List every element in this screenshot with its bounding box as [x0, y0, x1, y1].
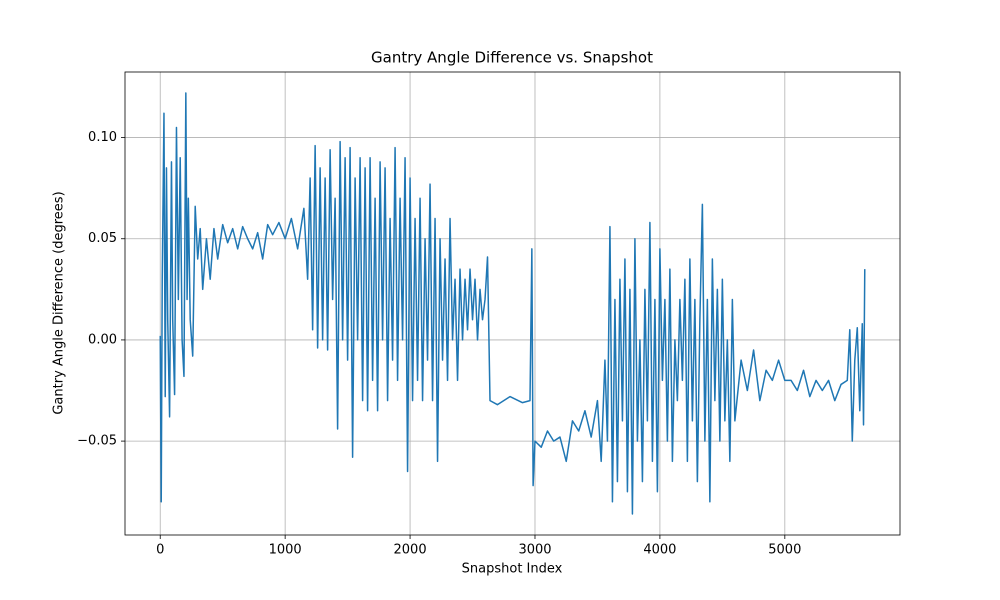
- chart-title: Gantry Angle Difference vs. Snapshot: [371, 49, 653, 67]
- x-tick-label: 2000: [394, 543, 427, 558]
- x-tick-label: 4000: [643, 543, 676, 558]
- plot-frame: [124, 71, 901, 536]
- x-tick-label: 1000: [269, 543, 302, 558]
- x-tick-label: 5000: [768, 543, 801, 558]
- y-axis-label: Gantry Angle Difference (degrees): [52, 191, 67, 414]
- y-tick-label: 0.10: [88, 130, 117, 145]
- x-tick-label: 0: [156, 543, 164, 558]
- data-line: [159, 92, 866, 515]
- y-tick-label: 0.05: [88, 231, 117, 246]
- x-axis-label: Snapshot Index: [462, 562, 563, 577]
- x-tick-label: 3000: [518, 543, 551, 558]
- y-tick-label: 0.00: [88, 332, 117, 347]
- y-tick-label: −0.05: [77, 434, 117, 449]
